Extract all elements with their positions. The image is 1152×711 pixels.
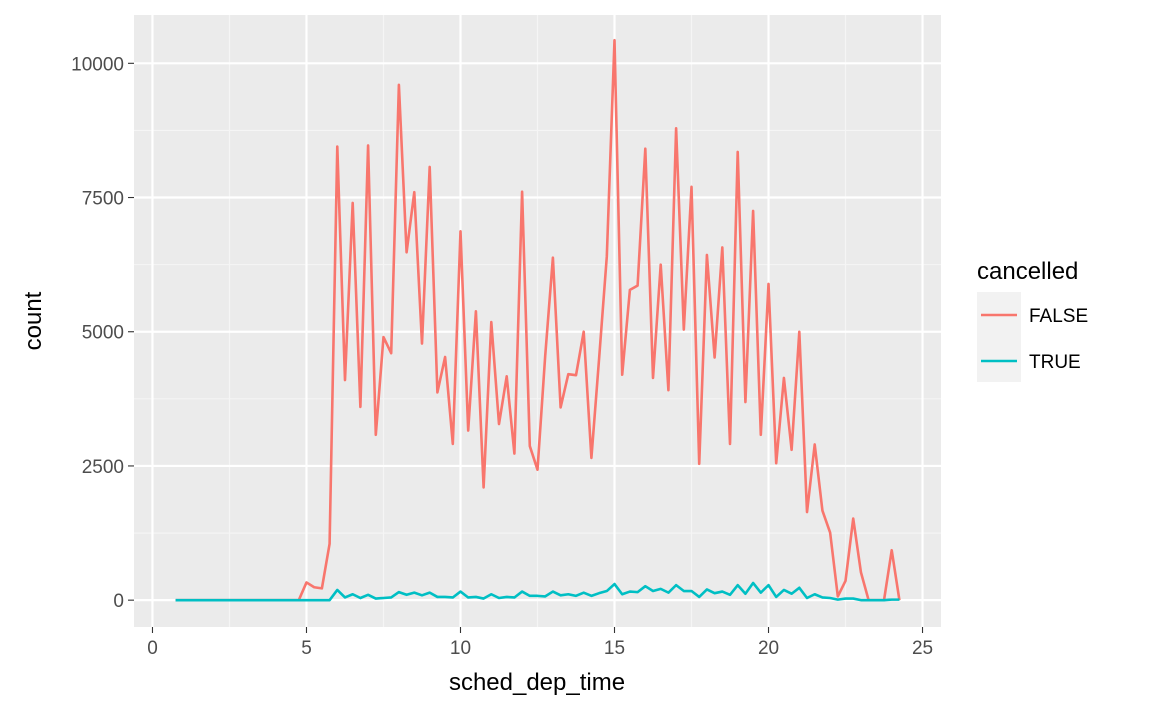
minor-gridlines — [134, 15, 941, 627]
x-tick-label: 25 — [912, 638, 933, 659]
x-axis-ticks: 0 5 10 15 20 25 — [147, 627, 933, 659]
legend-label-false: FALSE — [1029, 306, 1088, 327]
series-line-true — [175, 581, 900, 602]
y-tick-label: 7500 — [82, 189, 124, 210]
series-line-false — [175, 38, 901, 602]
series-lines — [175, 38, 901, 602]
legend-title: cancelled — [977, 258, 1078, 285]
legend-label-true: TRUE — [1029, 352, 1081, 373]
x-tick-label: 0 — [147, 638, 158, 659]
y-tick-label: 0 — [113, 591, 124, 612]
legend: cancelled FALSE TRUE — [977, 258, 1088, 382]
x-tick-label: 15 — [604, 638, 625, 659]
x-tick-label: 20 — [758, 638, 779, 659]
y-axis-ticks: 0 2500 5000 7500 10000 — [71, 54, 134, 612]
x-tick-label: 5 — [301, 638, 312, 659]
y-tick-label: 10000 — [71, 54, 124, 75]
y-tick-label: 5000 — [82, 323, 124, 344]
y-axis-title: count — [20, 291, 47, 350]
x-tick-label: 10 — [450, 638, 471, 659]
x-axis-title: sched_dep_time — [449, 669, 625, 696]
y-tick-label: 2500 — [82, 457, 124, 478]
